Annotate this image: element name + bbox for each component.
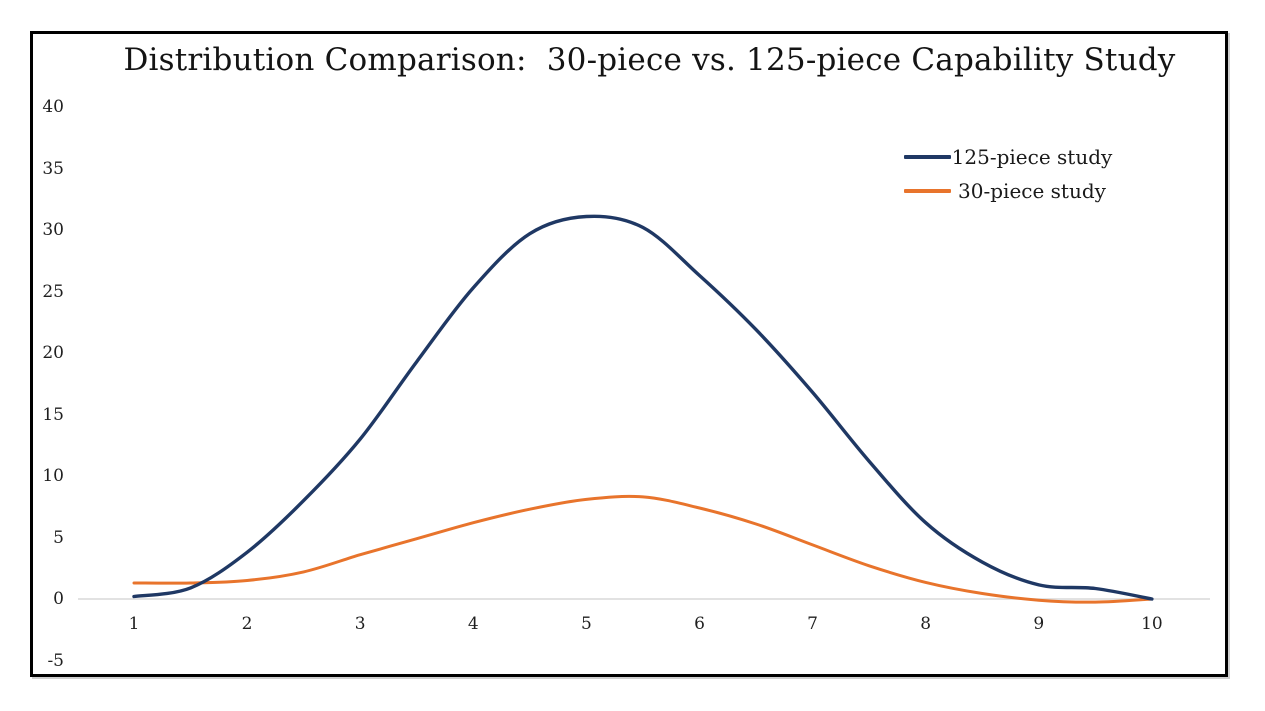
x-tick-label: 2 bbox=[241, 614, 253, 634]
chart-title: Distribution Comparison: 30-piece vs. 12… bbox=[123, 42, 1176, 78]
legend-label-125-piece: 125-piece study bbox=[951, 145, 1113, 169]
y-tick-label: 10 bbox=[42, 466, 64, 486]
y-tick-label: 5 bbox=[53, 527, 64, 548]
legend-item-30-piece: 30-piece study bbox=[904, 174, 1113, 208]
series-line-30-piece-study bbox=[132, 494, 1154, 604]
legend-label-30-piece: 30-piece study bbox=[958, 179, 1106, 203]
x-tick-label: 9 bbox=[1033, 614, 1045, 634]
x-tick-label: 6 bbox=[694, 614, 705, 634]
x-tick-label: 10 bbox=[1141, 614, 1163, 634]
y-tick-label: 25 bbox=[42, 281, 64, 302]
series-line-125-piece-study bbox=[132, 214, 1154, 601]
x-tick-label: 8 bbox=[920, 614, 932, 634]
y-tick-label: 40 bbox=[42, 97, 64, 117]
x-tick-label: 7 bbox=[807, 614, 818, 634]
y-tick-label: 15 bbox=[42, 404, 64, 425]
legend-item-125-piece: 125-piece study bbox=[904, 140, 1113, 174]
legend: 125-piece study 30-piece study bbox=[904, 140, 1113, 208]
x-tick-label: 1 bbox=[128, 614, 140, 634]
chart-frame bbox=[30, 31, 1228, 677]
y-tick-label: -5 bbox=[47, 650, 64, 671]
y-tick-label: 30 bbox=[42, 220, 64, 240]
y-tick-label: 0 bbox=[53, 589, 64, 609]
legend-line-swatch-125-piece bbox=[904, 155, 951, 159]
x-tick-label: 3 bbox=[354, 614, 366, 634]
y-tick-label: 35 bbox=[42, 158, 64, 179]
x-tick-label: 5 bbox=[580, 614, 592, 634]
legend-line-swatch-30-piece bbox=[904, 189, 951, 193]
y-tick-label: 20 bbox=[42, 343, 64, 363]
x-tick-label: 4 bbox=[467, 614, 479, 634]
